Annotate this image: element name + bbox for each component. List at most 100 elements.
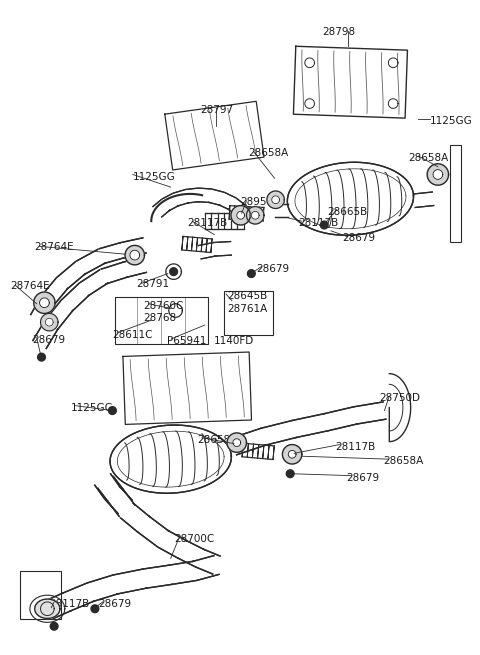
Polygon shape — [287, 470, 294, 477]
Text: 1125GG: 1125GG — [133, 172, 176, 181]
Polygon shape — [237, 212, 244, 219]
Polygon shape — [110, 425, 231, 493]
Polygon shape — [98, 477, 123, 501]
Polygon shape — [261, 421, 296, 445]
Polygon shape — [162, 193, 179, 211]
Polygon shape — [192, 555, 219, 580]
Text: 28700C: 28700C — [175, 534, 215, 544]
Polygon shape — [233, 439, 240, 447]
Polygon shape — [40, 313, 58, 331]
Text: 28764E: 28764E — [11, 282, 50, 291]
Polygon shape — [91, 605, 99, 612]
Text: 28797: 28797 — [200, 105, 233, 115]
Polygon shape — [174, 190, 189, 206]
Polygon shape — [46, 318, 53, 326]
Polygon shape — [219, 193, 235, 210]
Text: 28658A: 28658A — [384, 457, 424, 466]
Polygon shape — [228, 198, 245, 215]
Text: 28768: 28768 — [144, 313, 177, 324]
Text: 28764E: 28764E — [35, 242, 74, 252]
Polygon shape — [324, 407, 357, 431]
Polygon shape — [186, 188, 199, 203]
Polygon shape — [227, 433, 247, 453]
Polygon shape — [143, 565, 172, 588]
Text: 28679: 28679 — [347, 473, 380, 483]
Text: 28117B: 28117B — [187, 218, 228, 228]
Polygon shape — [389, 373, 410, 441]
Polygon shape — [169, 561, 196, 584]
Polygon shape — [63, 583, 94, 611]
Polygon shape — [153, 200, 170, 217]
Text: 28658A: 28658A — [197, 435, 237, 445]
Text: 28761A: 28761A — [227, 304, 267, 314]
Polygon shape — [414, 192, 434, 208]
Polygon shape — [196, 550, 220, 574]
Polygon shape — [272, 196, 279, 204]
Polygon shape — [292, 414, 328, 438]
Bar — [224, 291, 273, 335]
Polygon shape — [123, 257, 146, 277]
Text: 28117B: 28117B — [49, 599, 89, 609]
Polygon shape — [77, 250, 106, 274]
Text: 28611C: 28611C — [112, 330, 153, 340]
Polygon shape — [61, 284, 90, 311]
Polygon shape — [138, 516, 169, 546]
Text: 1125GG: 1125GG — [430, 116, 473, 126]
Polygon shape — [198, 188, 211, 202]
Polygon shape — [252, 212, 259, 219]
Polygon shape — [354, 402, 386, 424]
Polygon shape — [34, 292, 55, 313]
Text: 28645B: 28645B — [227, 291, 267, 301]
Polygon shape — [125, 246, 144, 265]
Polygon shape — [282, 445, 302, 464]
Polygon shape — [101, 262, 127, 284]
Polygon shape — [267, 191, 284, 208]
Polygon shape — [158, 531, 187, 558]
Polygon shape — [165, 102, 264, 170]
Polygon shape — [320, 221, 328, 229]
Text: P65941: P65941 — [167, 336, 206, 346]
Polygon shape — [31, 297, 54, 322]
Polygon shape — [113, 569, 146, 594]
Text: 28117B: 28117B — [335, 441, 375, 452]
Polygon shape — [130, 250, 140, 260]
Text: 28750D: 28750D — [380, 393, 420, 403]
Polygon shape — [105, 487, 132, 514]
Text: 1125GG: 1125GG — [71, 403, 113, 413]
Polygon shape — [231, 206, 251, 225]
Text: 28679: 28679 — [343, 233, 376, 243]
Polygon shape — [99, 243, 124, 263]
Polygon shape — [95, 474, 120, 499]
Polygon shape — [427, 164, 448, 185]
Polygon shape — [199, 242, 216, 259]
Polygon shape — [33, 321, 58, 348]
Text: 28679: 28679 — [256, 264, 289, 274]
Text: 28798: 28798 — [322, 27, 355, 37]
Polygon shape — [178, 541, 204, 567]
Polygon shape — [275, 204, 288, 217]
Polygon shape — [288, 451, 296, 458]
Text: 28658A: 28658A — [249, 148, 288, 159]
Text: 28679: 28679 — [32, 335, 65, 345]
Polygon shape — [37, 353, 46, 361]
Text: 1140FD: 1140FD — [214, 336, 254, 346]
Polygon shape — [123, 352, 252, 424]
Bar — [450, 145, 461, 242]
Polygon shape — [293, 47, 408, 118]
Polygon shape — [236, 206, 252, 223]
Polygon shape — [39, 298, 49, 308]
Polygon shape — [433, 170, 443, 179]
Text: 28665B: 28665B — [327, 206, 367, 217]
Polygon shape — [288, 162, 414, 235]
Polygon shape — [121, 503, 150, 532]
Polygon shape — [35, 599, 60, 618]
Polygon shape — [214, 242, 231, 256]
Polygon shape — [209, 189, 224, 205]
Polygon shape — [248, 270, 255, 278]
Bar — [115, 297, 208, 343]
Polygon shape — [120, 238, 146, 258]
Polygon shape — [170, 268, 178, 276]
Polygon shape — [45, 593, 71, 618]
Polygon shape — [108, 489, 135, 516]
Bar — [20, 571, 61, 620]
